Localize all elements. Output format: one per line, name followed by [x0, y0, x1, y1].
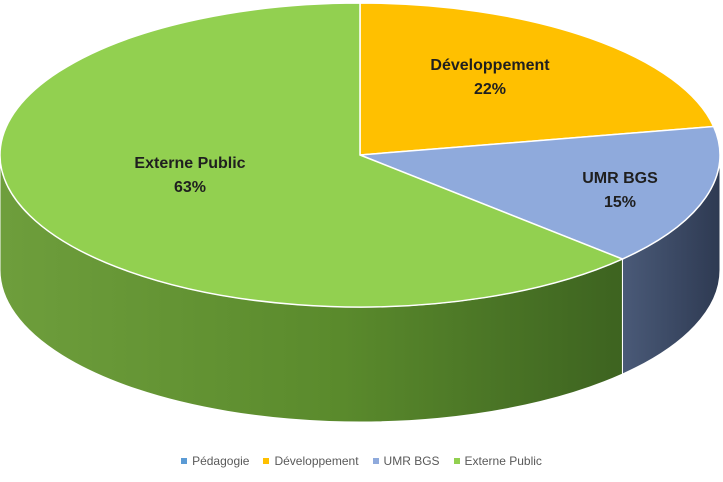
legend-swatch [263, 458, 270, 464]
legend-label: Externe Public [464, 454, 542, 468]
legend-swatch [181, 458, 188, 464]
data-label-value-umr-bgs: 15% [604, 194, 636, 211]
pie-top [0, 2, 721, 308]
legend-swatch [372, 458, 379, 464]
data-label-value-developpement: 22% [474, 81, 506, 98]
legend-label: UMR BGS [383, 454, 440, 468]
legend-item-externe-public: Externe Public [453, 454, 542, 468]
data-label-name-umr-bgs: UMR BGS [582, 170, 658, 187]
slice-externe-public [0, 2, 625, 308]
data-label-value-externe-public: 63% [174, 179, 206, 196]
legend-swatch [453, 458, 460, 464]
legend-label: Développement [274, 454, 359, 468]
data-label-name-externe-public: Externe Public [134, 155, 245, 172]
legend-item-pedagogie: Pédagogie [181, 454, 249, 468]
legend-label: Pédagogie [192, 454, 250, 468]
slice-developpement [359, 2, 715, 156]
data-label-name-developpement: Développement [430, 57, 550, 74]
legend: Pédagogie Développement UMR BGS Externe … [0, 454, 723, 468]
slice-umr-bgs [359, 125, 721, 260]
pie-data-labels: Développement 22% UMR BGS 15% Externe Public… [134, 57, 658, 211]
legend-item-umr-bgs: UMR BGS [372, 454, 440, 468]
legend-item-developpement: Développement [263, 454, 359, 468]
